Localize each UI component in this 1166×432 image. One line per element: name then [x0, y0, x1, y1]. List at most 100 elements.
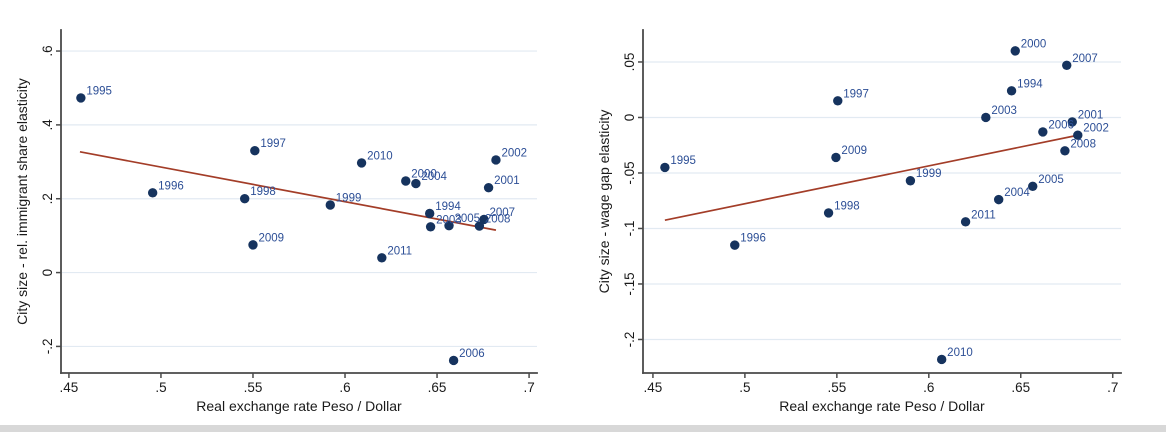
data-point-2010	[936, 354, 947, 365]
data-point-label-2010: 2010	[367, 150, 393, 162]
data-point-label-2003: 2003	[436, 214, 462, 226]
y-tick-label--.05: -.05	[622, 161, 637, 184]
data-point-2007	[1062, 60, 1072, 70]
data-point-1999	[905, 176, 916, 186]
data-point-2004	[993, 194, 1004, 205]
x-tick-label-.65: .65	[1011, 380, 1030, 395]
data-point-2002	[1073, 130, 1083, 140]
scatter-panel-wage-gap: .45 .5 .55 .6 .65 .7 .05 0 -.05 -.1 -.15 -.2 Real ex…	[583, 0, 1166, 432]
data-point-2003	[425, 222, 436, 232]
x-tick-label-.6: .6	[339, 380, 350, 395]
data-point-1998	[823, 208, 834, 218]
data-point-label-1996: 1996	[740, 233, 766, 245]
data-point-label-1999: 1999	[916, 168, 942, 180]
x-tick-label-.6: .6	[923, 380, 934, 395]
data-point-2001	[1067, 117, 1077, 127]
x-tick-label-.45: .45	[60, 380, 79, 395]
data-point-2007	[479, 214, 489, 225]
data-point-label-2006: 2006	[459, 348, 485, 360]
trend-line	[79, 151, 497, 231]
data-point-2000	[1010, 46, 1020, 56]
x-tick-label-.45: .45	[644, 380, 663, 395]
data-point-1997	[250, 146, 260, 156]
data-point-label-2005: 2005	[1038, 174, 1064, 186]
y-tick-label-.4: .4	[40, 119, 55, 131]
scatter-panel-immigrant-share: .45 .5 .55 .6 .65 .7 .6 .4 .2 0 -.2 Real exchange r…	[14, 29, 538, 414]
data-point-label-2003: 2003	[991, 105, 1017, 117]
data-point-2008	[1060, 146, 1070, 156]
data-point-2009	[248, 240, 258, 250]
x-axis-title: Real exchange rate Peso / Dollar	[196, 398, 402, 414]
data-point-label-2008: 2008	[1070, 138, 1096, 150]
y-tick-label-0: 0	[40, 269, 55, 277]
data-point-label-1994: 1994	[1017, 78, 1043, 90]
x-tick-label-.55: .55	[244, 380, 263, 395]
data-point-label-2011: 2011	[971, 209, 996, 221]
y-tick-label-.2: .2	[40, 193, 55, 204]
data-point-label-1997: 1997	[260, 138, 286, 150]
y-tick-label--.15: -.15	[622, 272, 637, 295]
data-point-2001	[483, 182, 494, 193]
data-point-2002	[491, 155, 501, 165]
data-point-label-2000: 2000	[1021, 38, 1047, 50]
y-tick-label--.2: -.2	[622, 332, 637, 348]
data-point-2005	[444, 220, 454, 231]
data-point-2000	[401, 176, 411, 186]
data-point-label-2002: 2002	[501, 147, 527, 159]
y-tick-label-.05: .05	[622, 53, 637, 72]
data-point-label-2001: 2001	[494, 175, 520, 187]
data-point-1994	[424, 208, 435, 219]
data-point-label-2002: 2002	[1083, 123, 1109, 135]
data-point-label-2009: 2009	[841, 145, 867, 157]
data-point-2009	[831, 152, 841, 163]
data-point-label-1998: 1998	[250, 186, 276, 198]
data-point-2006	[1038, 127, 1048, 137]
data-point-1995	[76, 93, 86, 103]
data-point-label-2004: 2004	[1004, 187, 1030, 199]
data-point-2011	[960, 217, 971, 227]
data-point-1999	[325, 200, 335, 210]
x-tick-label-.65: .65	[428, 380, 447, 395]
data-point-label-2007: 2007	[1072, 53, 1098, 65]
scatter-plot-wage-gap: .45 .5 .55 .6 .65 .7 .05 0 -.05 -.1 -.15 -.2 Real ex…	[596, 29, 1122, 414]
data-point-2006	[448, 355, 459, 366]
data-point-2003	[981, 112, 991, 123]
data-point-1997	[833, 96, 843, 106]
x-axis-title: Real exchange rate Peso / Dollar	[779, 398, 985, 414]
data-point-label-1999: 1999	[336, 193, 362, 205]
data-point-label-2008: 2008	[485, 214, 511, 226]
data-point-label-1995: 1995	[86, 85, 112, 97]
data-point-2010	[356, 158, 367, 168]
data-point-2008	[474, 221, 485, 231]
data-point-1996	[147, 188, 158, 198]
data-point-label-2001: 2001	[1078, 109, 1104, 121]
y-axis-title: City size - wage gap elasticity	[596, 110, 612, 294]
x-tick-label-.5: .5	[739, 380, 750, 395]
data-point-label-1998: 1998	[834, 200, 860, 212]
data-point-2011	[377, 253, 387, 263]
y-tick-label-0: 0	[622, 114, 637, 122]
data-point-label-2000: 2000	[411, 169, 437, 181]
data-point-label-1997: 1997	[843, 88, 869, 100]
data-point-label-2010: 2010	[947, 347, 973, 359]
data-point-2005	[1028, 181, 1038, 191]
data-point-label-2005: 2005	[455, 213, 481, 225]
page-bottom-strip	[0, 425, 1166, 432]
data-point-label-2007: 2007	[489, 207, 515, 219]
data-point-label-2006: 2006	[1048, 119, 1074, 131]
y-tick-label--.2: -.2	[40, 339, 55, 355]
trend-line	[664, 134, 1078, 221]
y-tick-label-.6: .6	[40, 45, 55, 56]
data-point-label-1996: 1996	[158, 180, 184, 192]
x-tick-label-.7: .7	[523, 380, 534, 395]
data-point-2004	[411, 178, 421, 189]
x-tick-label-.55: .55	[827, 380, 846, 395]
scatter-plot-immigrant-share: .45 .5 .55 .6 .65 .7 .6 .4 .2 0 -.2 Real exchange r…	[14, 29, 538, 414]
data-point-label-2011: 2011	[387, 245, 412, 257]
data-point-1995	[660, 162, 670, 173]
data-point-label-1994: 1994	[435, 201, 461, 213]
data-point-label-2004: 2004	[421, 171, 447, 183]
y-tick-label--.1: -.1	[622, 221, 637, 237]
data-point-label-2009: 2009	[258, 232, 284, 244]
y-axis-title: City size - rel. immigrant share elastic…	[14, 78, 30, 325]
